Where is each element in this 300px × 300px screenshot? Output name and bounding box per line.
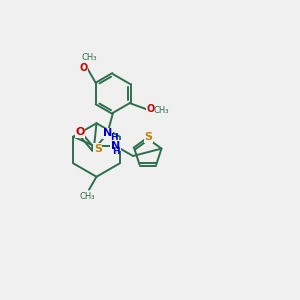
Text: H: H [110,133,118,142]
Text: CH₃: CH₃ [81,53,97,62]
Text: S: S [145,132,152,142]
Text: N: N [111,141,120,151]
Text: CH₃: CH₃ [153,106,169,115]
Text: H: H [112,147,120,156]
Text: O: O [79,63,87,74]
Text: CH₃: CH₃ [80,192,95,201]
Text: O: O [75,127,85,137]
Text: N: N [103,128,112,139]
Text: S: S [94,144,102,154]
Text: O: O [146,104,155,114]
